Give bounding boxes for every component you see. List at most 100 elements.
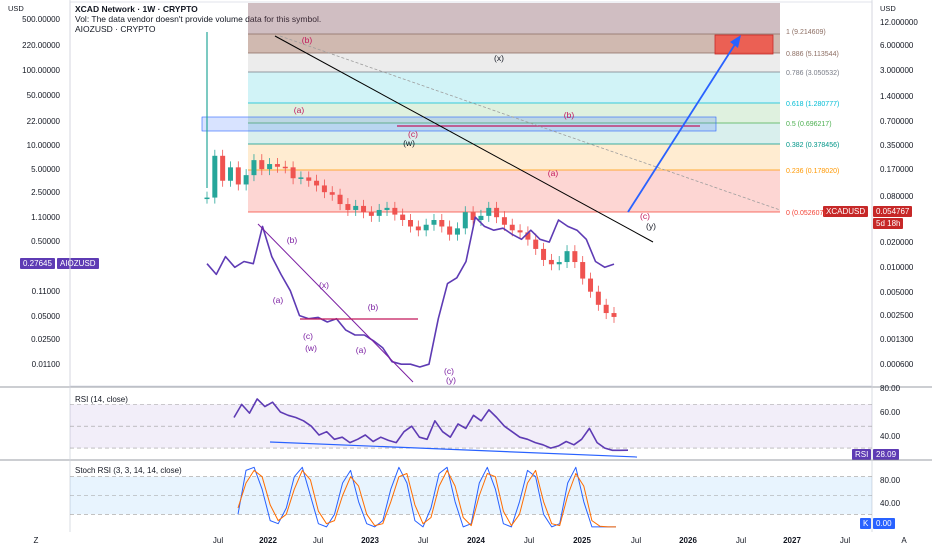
- x-tick-label: Jul: [736, 536, 746, 545]
- chart-title: XCAD Network · 1W · CRYPTO: [75, 4, 198, 14]
- right-y-tick-label: 1.400000: [880, 92, 914, 101]
- left-y-tick-label: 220.00000: [22, 41, 60, 50]
- fib-band: [248, 144, 780, 170]
- wave-label: (b): [564, 110, 575, 120]
- x-tick-label: Jul: [631, 536, 641, 545]
- xcad-candle: [274, 164, 280, 167]
- fib-band: [248, 3, 780, 34]
- wave-label: (a): [548, 168, 559, 178]
- stoch-k-line: [237, 466, 616, 528]
- xcad-candle: [227, 167, 233, 181]
- wave-label: (a): [273, 295, 284, 305]
- wave-label: (c): [408, 129, 418, 139]
- xcad-candle: [556, 262, 562, 265]
- support-zone: [201, 116, 717, 132]
- fib-level-label: 0 (0.052607): [786, 210, 826, 217]
- left-y-tick-label: 0.50000: [31, 237, 60, 246]
- left-y-tick-label: 500.00000: [22, 15, 60, 24]
- xcad-candle: [361, 205, 367, 213]
- right-y-tick-label: 0.080000: [880, 192, 914, 201]
- left-y-tick-label: 1.10000: [31, 213, 60, 222]
- xcad-candle: [282, 166, 288, 169]
- xcad-candle: [486, 207, 492, 216]
- stoch-k-value-badge: 0.00: [873, 518, 895, 529]
- right-y-tick-label: 0.350000: [880, 141, 914, 150]
- x-tick-label: 2026: [679, 536, 697, 545]
- xcad-candle: [447, 226, 453, 235]
- stoch-k-label-badge: K: [860, 518, 872, 529]
- fib-band: [248, 123, 780, 144]
- xcad-candle: [392, 207, 398, 215]
- xcad-candle: [470, 212, 476, 220]
- xcad-downtrend-line: [274, 35, 654, 243]
- xcad-candle: [603, 304, 609, 314]
- xcad-candle: [580, 262, 586, 279]
- aioz-downtrend-line: [257, 223, 414, 383]
- wave-label: (y): [646, 221, 656, 231]
- x-tick-label: Jul: [313, 536, 323, 545]
- wave-label: (c): [640, 211, 650, 221]
- left-y-tick-label: 50.00000: [27, 91, 61, 100]
- fib-level-label: 0.382 (0.378456): [786, 142, 839, 149]
- right-y-tick-label: 0.010000: [880, 263, 914, 272]
- wave-label: (b): [302, 35, 313, 45]
- left-y-tick-label: 0.11000: [32, 287, 61, 296]
- xcad-candle: [220, 155, 226, 181]
- x-tick-label: Jul: [418, 536, 428, 545]
- xcad-candle: [345, 204, 351, 210]
- wave-label: (b): [368, 302, 379, 312]
- left-y-tick-label: 0.02500: [31, 335, 60, 344]
- xcad-candle: [595, 291, 601, 305]
- right-y-tick-label: 3.000000: [880, 66, 914, 75]
- xcad-candle: [259, 160, 265, 170]
- fib-level-label: 1 (9.214609): [786, 29, 826, 36]
- x-tick-label: 2024: [467, 536, 485, 545]
- xcad-candle: [400, 214, 406, 220]
- xcad-candle: [423, 224, 429, 231]
- x-tick-label: Jul: [840, 536, 850, 545]
- xcad-countdown-badge: 5d 18h: [873, 218, 904, 229]
- x-tick-label: 2023: [361, 536, 379, 545]
- left-y-tick-label: 100.00000: [22, 66, 60, 75]
- volume-note: Vol: The data vendor doesn't provide vol…: [75, 14, 322, 24]
- fib-level-label: 0.236 (0.178020): [786, 168, 839, 175]
- xcad-candle: [564, 251, 570, 263]
- xcad-candle: [588, 278, 594, 292]
- xcad-candle: [337, 194, 343, 205]
- fib-level-label: 0.886 (5.113544): [786, 51, 839, 58]
- wave-label: (w): [403, 138, 415, 148]
- fib-band: [248, 103, 780, 123]
- xcad-candle: [611, 313, 617, 317]
- xcad-candle: [384, 207, 390, 210]
- projection-arrow-line: [627, 37, 740, 213]
- xcad-price-badge: 0.054767: [873, 206, 913, 217]
- aioz-symbol-badge: AIOZUSD: [57, 258, 99, 269]
- x-tick-label: Jul: [213, 536, 223, 545]
- xcad-symbol-badge: XCADUSD: [823, 206, 869, 217]
- aioz-price-line: [206, 216, 615, 368]
- xcad-candle: [235, 167, 241, 185]
- right-y-tick-label: 0.170000: [880, 165, 914, 174]
- xcad-candle: [415, 226, 421, 231]
- xcad-candle: [478, 215, 484, 220]
- left-y-tick-label: 2.50000: [31, 188, 60, 197]
- fib-level-label: 0.5 (0.696217): [786, 121, 832, 128]
- x-tick-label: 2027: [783, 536, 801, 545]
- wave-label: (c): [444, 366, 454, 376]
- xcad-candle: [368, 212, 374, 216]
- rsi-label-badge: RSI: [852, 449, 872, 460]
- left-y-tick-label: 10.00000: [27, 141, 61, 150]
- x-tick-label: Jul: [524, 536, 534, 545]
- xcad-candle: [306, 177, 312, 181]
- xcad-candle: [517, 230, 523, 233]
- stoch-panel-title: Stoch RSI (3, 3, 14, 14, close): [75, 466, 182, 475]
- right-y-tick-label: 0.000600: [880, 360, 914, 369]
- xcad-candle: [251, 160, 257, 176]
- xcad-candle: [376, 209, 382, 216]
- x-tick-label: A: [901, 536, 907, 545]
- rsi-panel-title: RSI (14, close): [75, 395, 128, 404]
- wave-label: (a): [294, 105, 305, 115]
- x-tick-label: 2022: [259, 536, 277, 545]
- xcad-candle: [541, 248, 547, 260]
